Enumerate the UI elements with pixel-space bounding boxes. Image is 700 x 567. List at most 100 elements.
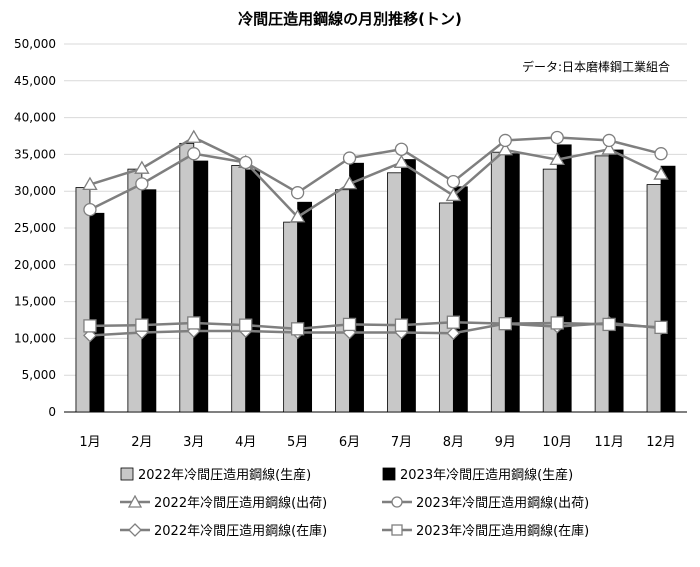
x-tick-label: 3月 [183,435,204,450]
x-tick-label: 1月 [79,435,100,450]
data-point [446,174,461,189]
bar [245,169,261,413]
chart-title: 冷間圧造用鋼線の月別推移(トン) [238,10,462,28]
data-point [187,316,201,330]
bar [452,186,468,413]
x-tick-label: 11月 [594,435,624,450]
data-point [342,317,357,332]
bar [401,159,416,413]
legend-swatch [120,522,150,537]
bar [490,151,506,413]
data-point [82,176,98,191]
bar [349,162,364,413]
chart-source: データ:日本磨棒鋼工業組合 [521,60,670,74]
y-tick-label: 35,000 [14,147,56,161]
bar [193,160,209,413]
legend-item: 2022年冷間圧造用鋼線(出荷) [120,492,327,511]
data-point [394,142,409,156]
x-tick-label: 2月 [131,435,152,450]
legend-label: 2022年冷間圧造用鋼線(出荷) [154,496,328,511]
legend-swatch [382,467,396,480]
y-tick-label: 40,000 [14,111,56,125]
bar [504,153,520,413]
legend-swatch [382,495,412,508]
series-line [89,136,662,211]
bar [283,221,299,413]
x-tick-label: 9月 [495,435,516,450]
bar [438,202,454,413]
data-point [239,155,253,170]
data-point [446,326,461,341]
data-point [602,317,616,332]
data-point [341,175,358,190]
series-line [89,321,662,337]
bar [660,165,676,413]
data-point [186,129,202,143]
data-point [602,133,616,148]
legend-swatch [120,494,150,508]
x-tick-label: 4月 [235,435,256,450]
data-point [550,316,564,330]
bar [141,189,157,413]
y-tick-label: 20,000 [14,258,56,272]
data-point [394,318,409,332]
data-point [187,147,201,161]
data-point [83,319,97,333]
bar [387,172,402,413]
bar [89,212,105,413]
y-tick-label: 5,000 [22,368,56,382]
data-point [290,322,305,336]
x-tick-label: 10月 [542,435,572,450]
data-point [601,141,617,155]
y-tick-label: 50,000 [14,37,56,51]
legend-label: 2022年冷間圧造用鋼線(生産) [138,468,312,483]
legend-label: 2023年冷間圧造用鋼線(生産) [400,468,574,483]
x-tick-label: 12月 [646,435,676,450]
legend-label: 2022年冷間圧造用鋼線(在庫) [154,524,328,539]
bar [542,168,558,413]
legend-label: 2023年冷間圧造用鋼線(在庫) [416,524,590,539]
legend-item: 2023年冷間圧造用鋼線(出荷) [382,492,589,511]
bar [297,201,313,413]
data-point [393,154,410,168]
data-point [342,151,357,165]
bar [127,168,143,413]
data-point [654,320,668,335]
data-point [289,209,306,223]
legend-item: 2023年冷間圧造用鋼線(生産) [382,464,573,483]
x-tick-label: 7月 [391,435,412,450]
data-point [239,318,253,332]
y-tick-label: 10,000 [14,331,56,345]
bar [556,144,572,413]
data-point [549,151,565,166]
data-point [135,177,149,191]
series-line [89,320,662,331]
data-point [654,147,668,161]
data-point [498,133,512,148]
bar [179,142,195,413]
data-point [445,187,462,202]
x-tick-label: 6月 [339,435,360,450]
data-point [498,317,512,331]
legend-swatch [382,523,412,536]
legend-item: 2022年冷間圧造用鋼線(在庫) [120,520,327,539]
bar [594,155,610,413]
bar [335,189,350,413]
data-point [446,315,461,329]
data-point [290,186,305,200]
data-point [550,130,564,145]
x-tick-label: 5月 [287,435,308,450]
series-line [89,136,662,219]
data-point [83,202,97,217]
data-point [497,142,514,156]
legend-item: 2022年冷間圧造用鋼線(生産) [120,464,311,483]
bar [231,165,247,413]
x-tick-label: 8月 [443,435,464,450]
data-point [134,160,150,174]
y-tick-label: 25,000 [14,221,56,235]
bar [646,184,662,413]
y-tick-label: 0 [48,405,56,419]
y-tick-label: 45,000 [14,74,56,88]
